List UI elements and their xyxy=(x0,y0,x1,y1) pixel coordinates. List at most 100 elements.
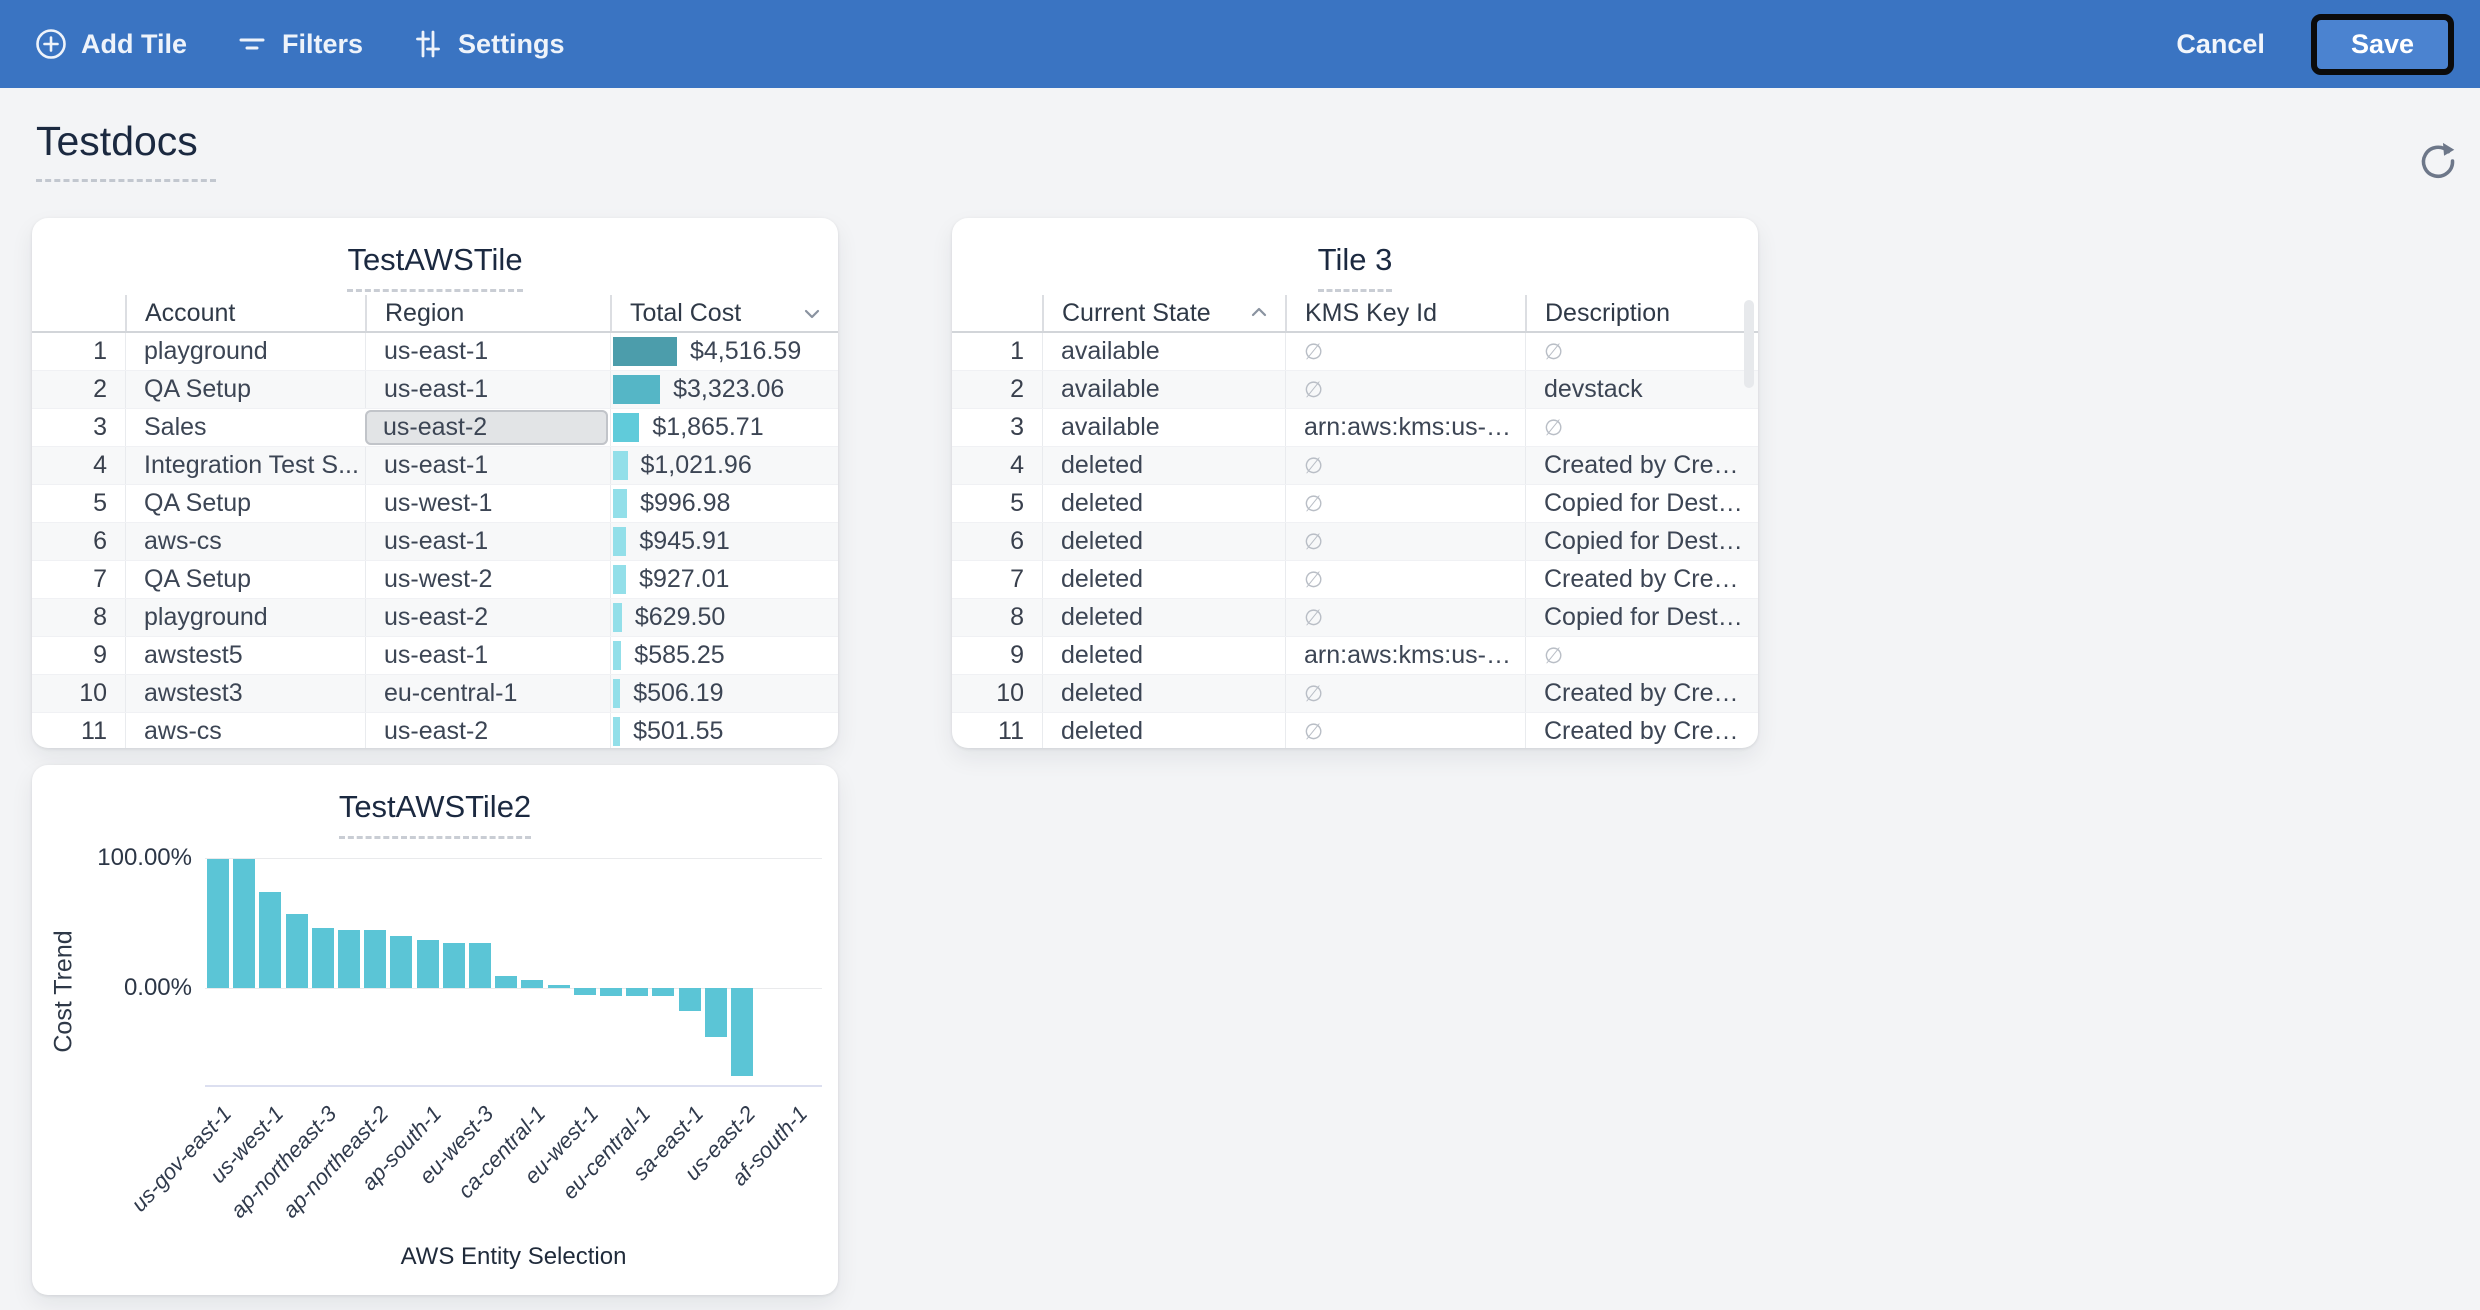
cell-total-cost[interactable]: $927.01 xyxy=(610,561,838,598)
cell-total-cost[interactable]: $4,516.59 xyxy=(610,333,838,370)
cell-description[interactable]: ∅ xyxy=(1525,409,1758,446)
table-row: 9 awstest5 us-east-1 $585.25 xyxy=(32,637,838,675)
cell-account[interactable]: awstest3 xyxy=(125,675,365,712)
selected-cell-region[interactable]: us-east-2 xyxy=(365,410,608,445)
cell-description[interactable]: devstack xyxy=(1525,371,1758,408)
cell-current-state[interactable]: deleted xyxy=(1042,523,1285,560)
cell-current-state[interactable]: deleted xyxy=(1042,713,1285,748)
cancel-button[interactable]: Cancel xyxy=(2166,23,2275,66)
cell-description[interactable]: Created by Create... xyxy=(1525,447,1758,484)
cell-total-cost[interactable]: $629.50 xyxy=(610,599,838,636)
cell-account[interactable]: QA Setup xyxy=(125,485,365,522)
table-header: Current State KMS Key Id Description xyxy=(952,295,1758,333)
null-value: ∅ xyxy=(1304,338,1324,364)
cell-kms-key-id[interactable]: ∅ xyxy=(1285,675,1525,712)
cell-description[interactable]: Copied for Destina... xyxy=(1525,523,1758,560)
chart-bar xyxy=(704,988,727,1038)
chart-bar xyxy=(233,859,256,988)
cell-region[interactable]: us-east-1 xyxy=(365,333,610,370)
add-tile-label: Add Tile xyxy=(81,28,188,59)
cell-kms-key-id[interactable]: ∅ xyxy=(1285,599,1525,636)
filters-button[interactable]: Filters xyxy=(235,27,363,61)
cell-current-state[interactable]: deleted xyxy=(1042,561,1285,598)
cell-total-cost[interactable]: $945.91 xyxy=(610,523,838,560)
cell-region[interactable]: us-east-1 xyxy=(365,523,610,560)
cell-region[interactable]: us-east-1 xyxy=(365,447,610,484)
cell-account[interactable]: Integration Test S... xyxy=(125,447,365,484)
cell-region[interactable]: us-west-1 xyxy=(365,485,610,522)
cell-description[interactable]: Created by Create... xyxy=(1525,561,1758,598)
cell-kms-key-id[interactable]: ∅ xyxy=(1285,713,1525,748)
column-header-total-cost[interactable]: Total Cost xyxy=(610,295,838,331)
column-header-region[interactable]: Region xyxy=(365,295,610,331)
cell-current-state[interactable]: available xyxy=(1042,371,1285,408)
cell-account[interactable]: playground xyxy=(125,333,365,370)
cell-region[interactable]: us-east-1 xyxy=(365,637,610,674)
cell-account[interactable]: QA Setup xyxy=(125,561,365,598)
cell-region[interactable]: us-west-2 xyxy=(365,561,610,598)
cell-region[interactable]: us-east-2 xyxy=(365,599,610,636)
column-header-kms-key-id[interactable]: KMS Key Id xyxy=(1285,295,1525,331)
cell-account[interactable]: aws-cs xyxy=(125,713,365,748)
add-tile-button[interactable]: Add Tile xyxy=(34,27,187,61)
scrollbar-thumb[interactable] xyxy=(1744,300,1754,388)
row-number: 4 xyxy=(93,451,107,479)
tile-title[interactable]: Tile 3 xyxy=(1317,242,1393,292)
cell-total-cost[interactable]: $501.55 xyxy=(610,713,838,748)
chart-bar xyxy=(207,859,229,988)
cell-current-state[interactable]: deleted xyxy=(1042,485,1285,522)
cell-account[interactable]: aws-cs xyxy=(125,523,365,560)
cell-kms-key-id[interactable]: arn:aws:kms:us-w... xyxy=(1285,637,1525,674)
cell-kms-key-id[interactable]: ∅ xyxy=(1285,523,1525,560)
cell-description[interactable]: Copied for Destina... xyxy=(1525,485,1758,522)
cell-description[interactable]: ∅ xyxy=(1525,333,1758,370)
chart-bar xyxy=(495,976,518,988)
cell-description[interactable]: Copied for Destina... xyxy=(1525,599,1758,636)
cell-total-cost[interactable]: $3,323.06 xyxy=(610,371,838,408)
cell-account[interactable]: awstest5 xyxy=(125,637,365,674)
cell-total-cost[interactable]: $1,021.96 xyxy=(610,447,838,484)
cell-kms-key-id[interactable]: arn:aws:kms:us-e... xyxy=(1285,409,1525,446)
chart-bar xyxy=(469,942,491,988)
column-header-account[interactable]: Account xyxy=(125,295,365,331)
cell-total-cost[interactable]: $996.98 xyxy=(610,485,838,522)
cell-kms-key-id[interactable]: ∅ xyxy=(1285,561,1525,598)
cell-account[interactable]: Sales xyxy=(125,409,365,446)
page-title[interactable]: Testdocs xyxy=(36,118,216,182)
cell-current-state[interactable]: available xyxy=(1042,333,1285,370)
row-number: 9 xyxy=(93,641,107,669)
cell-total-cost[interactable]: $585.25 xyxy=(610,637,838,674)
cell-total-cost[interactable]: $1,865.71 xyxy=(610,409,838,446)
refresh-button[interactable] xyxy=(2412,136,2464,188)
cell-current-state[interactable]: deleted xyxy=(1042,637,1285,674)
cell-kms-key-id[interactable]: ∅ xyxy=(1285,333,1525,370)
cell-account[interactable]: QA Setup xyxy=(125,371,365,408)
cell-kms-key-id[interactable]: ∅ xyxy=(1285,371,1525,408)
cell-total-cost[interactable]: $506.19 xyxy=(610,675,838,712)
cell-description[interactable]: ∅ xyxy=(1525,637,1758,674)
chart-bar xyxy=(521,980,544,988)
cell-current-state[interactable]: deleted xyxy=(1042,599,1285,636)
row-number: 8 xyxy=(1010,603,1024,631)
settings-button[interactable]: Settings xyxy=(411,27,565,61)
column-header-current-state[interactable]: Current State xyxy=(1042,295,1285,331)
save-button[interactable]: Save xyxy=(2310,13,2454,75)
cell-description[interactable]: Created by Create... xyxy=(1525,675,1758,712)
cell-current-state[interactable]: available xyxy=(1042,409,1285,446)
cell-description[interactable]: Created by Create... xyxy=(1525,713,1758,748)
tile-title[interactable]: TestAWSTile2 xyxy=(338,789,532,839)
cell-region[interactable]: us-east-2 xyxy=(365,713,610,748)
cell-kms-key-id[interactable]: ∅ xyxy=(1285,447,1525,484)
column-header-description[interactable]: Description xyxy=(1525,295,1758,331)
cell-current-state[interactable]: deleted xyxy=(1042,447,1285,484)
table-row: 7 QA Setup us-west-2 $927.01 xyxy=(32,561,838,599)
cell-account[interactable]: playground xyxy=(125,599,365,636)
row-number: 10 xyxy=(79,679,107,707)
cell-region[interactable]: eu-central-1 xyxy=(365,675,610,712)
cell-region[interactable]: us-east-1 xyxy=(365,371,610,408)
cell-kms-key-id[interactable]: ∅ xyxy=(1285,485,1525,522)
cell-current-state[interactable]: deleted xyxy=(1042,675,1285,712)
tile-title[interactable]: TestAWSTile xyxy=(347,242,523,292)
chart-bar xyxy=(678,988,701,1012)
chart-bar xyxy=(652,988,675,996)
